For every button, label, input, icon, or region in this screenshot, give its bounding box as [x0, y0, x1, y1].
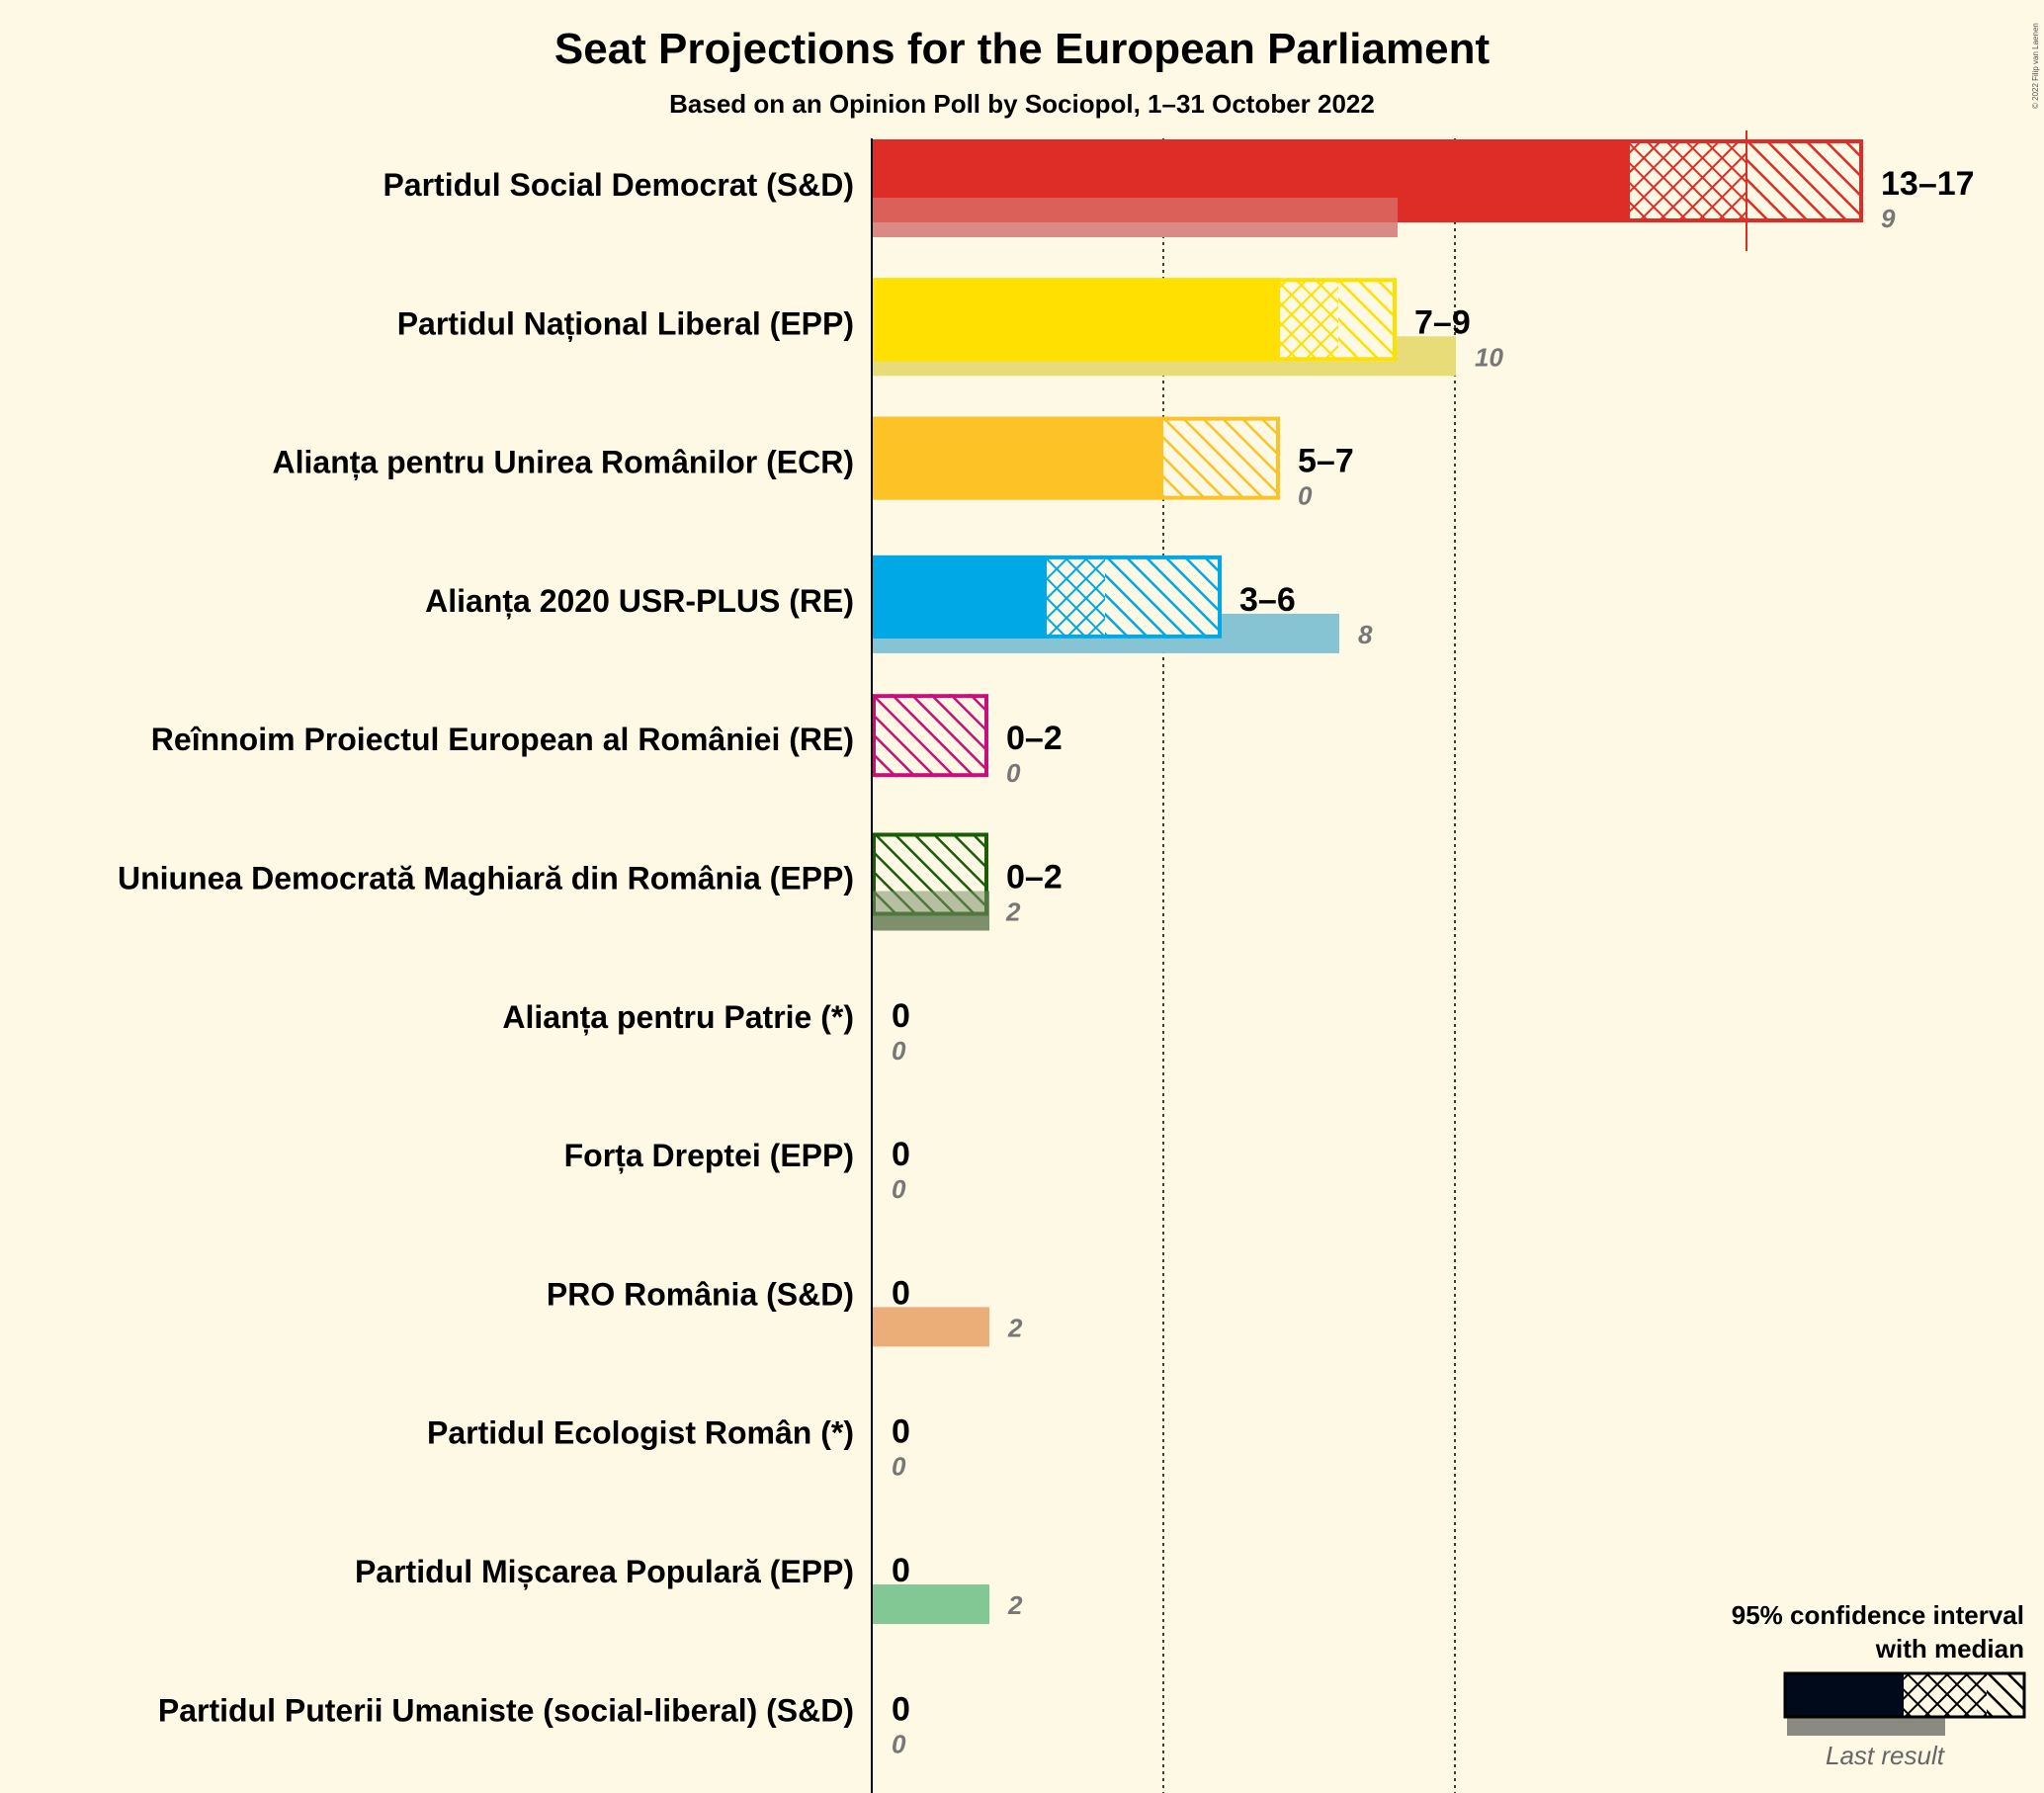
party-row-5: Uniunea Democrată Maghiară din România (… — [118, 832, 1063, 931]
party-row-8: PRO România (S&D) 0 2 — [547, 1274, 1023, 1347]
ci-hatch-bar — [1163, 416, 1280, 500]
last-result-label: 2 — [1007, 1590, 1023, 1620]
ci-crosshatch-bar — [1280, 278, 1338, 362]
party-label: Alianța pentru Unirea Românilor (ECR) — [273, 445, 855, 480]
legend-last-result-label: Last result — [1826, 1741, 1946, 1770]
last-result-label: 2 — [1007, 1313, 1023, 1342]
party-row-2: Alianța pentru Unirea Românilor (ECR) 5–7… — [273, 416, 1354, 511]
ci-outline — [872, 278, 1397, 362]
ci-hatch-bar — [1746, 139, 1863, 222]
ci-solid-bar — [872, 416, 1163, 500]
gridlines — [1162, 138, 1456, 1793]
range-label: 0 — [892, 1552, 910, 1589]
ci-outline — [872, 694, 988, 778]
legend-hatch-pattern — [1987, 1673, 2024, 1717]
legend: 95% confidence interval with median Last… — [1732, 1600, 2026, 1770]
range-label: 0 — [892, 1690, 910, 1728]
chart-subtitle: Based on an Opinion Poll by Sociopol, 1–… — [669, 89, 1375, 119]
ci-hatch-bar — [1338, 278, 1397, 362]
range-label: 0–2 — [1006, 859, 1063, 896]
range-label: 0 — [892, 1413, 910, 1451]
range-label: 3–6 — [1239, 581, 1296, 619]
legend-solid-bar — [1785, 1673, 1904, 1717]
party-row-7: Forța Dreptei (EPP) 00 — [564, 1136, 910, 1204]
last-result-label: 9 — [1881, 204, 1896, 233]
legend-outline — [1783, 1671, 2026, 1719]
party-label: Partidul Ecologist Român (*) — [427, 1415, 854, 1451]
party-label: PRO România (S&D) — [547, 1276, 854, 1312]
last-result-bar — [873, 1307, 989, 1347]
last-result-overlay — [873, 198, 1398, 237]
party-label: Partidul Puterii Umaniste (social-libera… — [158, 1692, 854, 1728]
ci-solid-bar — [872, 278, 1280, 362]
party-label: Partidul Social Democrat (S&D) — [383, 167, 854, 203]
party-label: Uniunea Democrată Maghiară din România (… — [118, 861, 854, 896]
party-label: Forța Dreptei (EPP) — [564, 1138, 854, 1173]
legend-line-1: 95% confidence interval — [1732, 1600, 2024, 1630]
party-row-1: Partidul Național Liberal (EPP) 7–910 — [397, 278, 1503, 377]
last-result-label: 0 — [892, 1452, 906, 1482]
party-row-9: Partidul Ecologist Român (*) 00 — [427, 1413, 910, 1482]
range-label: 0–2 — [1006, 720, 1063, 757]
last-result-label: 0 — [892, 1174, 906, 1204]
party-row-11: Partidul Puterii Umaniste (social-libera… — [158, 1690, 910, 1758]
last-result-bar — [873, 1584, 989, 1624]
last-result-label: 2 — [1005, 897, 1021, 927]
ci-hatch-bar — [872, 694, 988, 778]
party-label: Partidul Național Liberal (EPP) — [397, 305, 854, 341]
last-result-overlay — [873, 891, 989, 931]
last-result-label: 0 — [1298, 481, 1313, 511]
ci-crosshatch-bar — [1047, 555, 1105, 639]
last-result-label: 8 — [1358, 620, 1373, 649]
party-row-0: Partidul Social Democrat (S&D) 13–179 — [383, 130, 1975, 251]
range-label: 5–7 — [1298, 443, 1354, 480]
party-row-10: Partidul Mișcarea Populară (EPP) 0 2 — [355, 1552, 1023, 1624]
party-row-6: Alianța pentru Patrie (*) 00 — [502, 997, 910, 1066]
range-label: 0 — [892, 1136, 910, 1173]
party-label: Alianța pentru Patrie (*) — [502, 999, 854, 1035]
party-row-4: Reînnoim Proiectul European al României … — [151, 694, 1063, 788]
chart-title: Seat Projections for the European Parlia… — [554, 25, 1490, 73]
party-rows: Partidul Social Democrat (S&D) 13–179Part… — [118, 130, 1975, 1758]
last-result-label: 0 — [892, 1729, 906, 1758]
ci-crosshatch-bar — [1630, 139, 1746, 222]
ci-solid-bar — [872, 555, 1047, 639]
range-label: 7–9 — [1414, 303, 1471, 341]
legend-line-2: with median — [1875, 1634, 2024, 1664]
ci-outline — [872, 416, 1280, 500]
range-label: 0 — [892, 1274, 910, 1312]
last-result-label: 0 — [892, 1036, 906, 1066]
last-result-label: 0 — [1006, 758, 1021, 788]
range-label: 0 — [892, 997, 910, 1035]
party-label: Reînnoim Proiectul European al României … — [151, 722, 854, 757]
legend-crosshatch-pattern — [1904, 1673, 1987, 1717]
copyright-note: © 2022 Filip van Laenen — [2031, 23, 2040, 109]
range-label: 13–17 — [1881, 165, 1975, 203]
party-row-3: Alianța 2020 USR-PLUS (RE) 3–6 8 — [425, 555, 1373, 653]
ci-hatch-bar — [1105, 555, 1222, 639]
last-result-label: 10 — [1475, 342, 1503, 372]
party-label: Partidul Mișcarea Populară (EPP) — [355, 1554, 854, 1589]
party-label: Alianța 2020 USR-PLUS (RE) — [425, 583, 854, 619]
ci-outline — [872, 555, 1222, 639]
